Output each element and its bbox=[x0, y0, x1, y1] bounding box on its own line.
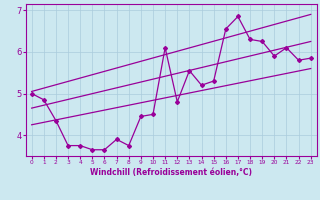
X-axis label: Windchill (Refroidissement éolien,°C): Windchill (Refroidissement éolien,°C) bbox=[90, 168, 252, 177]
